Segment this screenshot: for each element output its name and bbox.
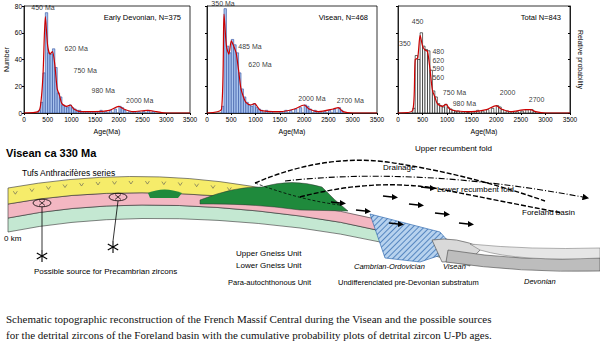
- svg-text:Visean ca 330 Ma: Visean ca 330 Ma: [6, 147, 97, 159]
- svg-text:20: 20: [15, 83, 23, 90]
- svg-text:2500: 2500: [514, 116, 529, 123]
- svg-text:620 Ma: 620 Ma: [64, 45, 87, 52]
- svg-text:350: 350: [399, 40, 411, 47]
- svg-text:Drainage: Drainage: [383, 163, 416, 172]
- svg-text:Upper Gneiss Unit: Upper Gneiss Unit: [236, 249, 302, 258]
- svg-text:Age(Ma): Age(Ma): [471, 128, 498, 136]
- svg-text:450 Ma: 450 Ma: [31, 4, 54, 11]
- svg-text:Upper recumbent fold: Upper recumbent fold: [415, 144, 492, 153]
- svg-text:1500: 1500: [88, 116, 103, 123]
- svg-text:560: 560: [432, 74, 444, 81]
- html-text:for the detrital zircons of th: for the detrital zircons of the Foreland…: [6, 329, 492, 341]
- svg-text:750 Ma: 750 Ma: [74, 67, 97, 74]
- svg-text:80: 80: [15, 3, 23, 10]
- svg-text:Undifferenciated pre-Devonian: Undifferenciated pre-Devonian substratum: [338, 278, 479, 287]
- svg-text:3500: 3500: [370, 116, 385, 123]
- svg-text:1500: 1500: [273, 116, 288, 123]
- svg-text:750 Ma: 750 Ma: [443, 89, 466, 96]
- svg-text:0 km: 0 km: [4, 234, 22, 243]
- svg-text:Age(Ma): Age(Ma): [94, 128, 121, 136]
- svg-text:3000: 3000: [159, 116, 174, 123]
- svg-text:60: 60: [15, 29, 23, 36]
- svg-text:980 Ma: 980 Ma: [453, 100, 476, 107]
- svg-text:2700: 2700: [529, 96, 545, 103]
- svg-text:2000 Ma: 2000 Ma: [126, 97, 153, 104]
- svg-text:Number: Number: [3, 46, 10, 72]
- svg-text:Lower recumbent fold: Lower recumbent fold: [437, 185, 514, 194]
- svg-text:620: 620: [432, 57, 444, 64]
- svg-text:485 Ma: 485 Ma: [238, 43, 261, 50]
- svg-text:2000 Ma: 2000 Ma: [298, 95, 325, 102]
- svg-text:480: 480: [432, 48, 444, 55]
- svg-text:Lower Gneiss Unit: Lower Gneiss Unit: [236, 261, 302, 270]
- svg-text:590: 590: [432, 65, 444, 72]
- svg-text:Early Devonian, N=375: Early Devonian, N=375: [104, 13, 181, 22]
- svg-text:620 Ma: 620 Ma: [248, 61, 271, 68]
- svg-text:Foreland basin: Foreland basin: [522, 208, 575, 217]
- svg-text:1000: 1000: [64, 116, 79, 123]
- svg-text:2500: 2500: [135, 116, 150, 123]
- svg-text:500: 500: [417, 116, 428, 123]
- svg-text:3500: 3500: [563, 116, 578, 123]
- svg-text:Relative probability: Relative probability: [576, 30, 584, 90]
- svg-text:Cambrian-Ordovician: Cambrian-Ordovician: [354, 262, 425, 271]
- svg-text:3000: 3000: [538, 116, 553, 123]
- svg-text:40: 40: [15, 56, 23, 63]
- svg-text:450: 450: [412, 18, 424, 25]
- svg-text:2000: 2000: [500, 89, 516, 96]
- svg-text:Tufs Anthracifères series: Tufs Anthracifères series: [22, 168, 115, 178]
- svg-text:0: 0: [205, 116, 209, 123]
- svg-text:980 Ma: 980 Ma: [92, 87, 115, 94]
- svg-text:Total N=843: Total N=843: [521, 13, 561, 22]
- svg-text:Para-autochthonous Unit: Para-autochthonous Unit: [228, 278, 312, 287]
- svg-text:2700 Ma: 2700 Ma: [337, 97, 364, 104]
- svg-text:0: 0: [396, 116, 400, 123]
- svg-text:2500: 2500: [321, 116, 336, 123]
- svg-text:3500: 3500: [183, 116, 198, 123]
- svg-text:Age(Ma): Age(Ma): [279, 128, 306, 136]
- svg-text:1000: 1000: [440, 116, 455, 123]
- svg-text:1500: 1500: [464, 116, 479, 123]
- svg-text:2000: 2000: [297, 116, 312, 123]
- svg-text:500: 500: [42, 116, 53, 123]
- svg-text:Visean: Visean: [443, 262, 466, 271]
- svg-text:Possible source for Precambria: Possible source for Precambrian zircons: [34, 267, 177, 276]
- svg-text:1000: 1000: [248, 116, 263, 123]
- svg-text:0: 0: [18, 109, 22, 117]
- svg-text:2000: 2000: [489, 116, 504, 123]
- svg-text:350 Ma: 350 Ma: [211, 0, 234, 7]
- svg-text:3000: 3000: [345, 116, 360, 123]
- svg-text:2000: 2000: [112, 116, 127, 123]
- svg-text:Visean, N=468: Visean, N=468: [319, 13, 368, 22]
- svg-text:Devonian: Devonian: [524, 277, 556, 286]
- svg-text:0: 0: [22, 116, 26, 123]
- svg-text:500: 500: [226, 116, 237, 123]
- html-text:Schematic topographic reconstr: Schematic topographic reconstruction of …: [6, 313, 492, 325]
